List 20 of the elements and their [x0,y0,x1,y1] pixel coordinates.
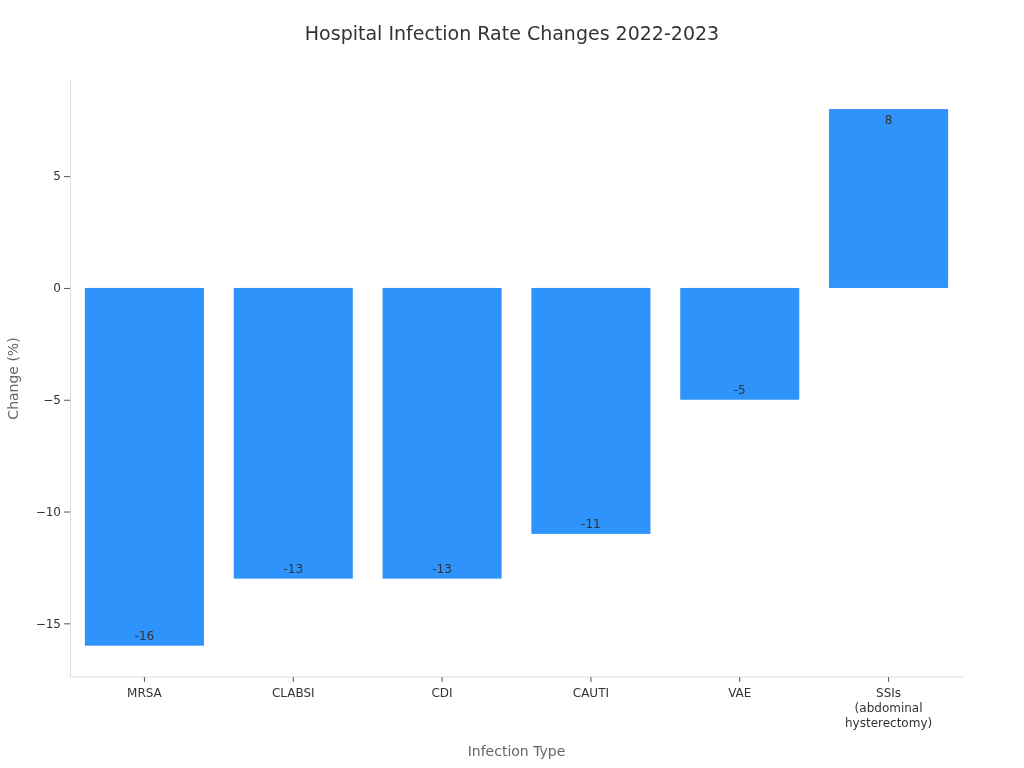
y-tick-label: −10 [35,504,61,519]
x-tick-label: SSIs (abdominal hysterectomy) [844,686,933,730]
y-tick-label: 5 [53,169,61,184]
y-axis-title: Change (%) [5,337,21,420]
x-tick-label: CDI [431,686,453,700]
x-axis-title: Infection Type [467,743,566,759]
y-tick-label: 0 [53,281,61,296]
y-tick-label: −15 [35,616,61,631]
x-tick-label: CLABSI [271,686,315,700]
x-tick-label: VAE [728,686,752,700]
data-label: -11 [581,516,601,531]
x-tick-label: MRSA [127,686,163,700]
data-label: -13 [283,561,304,576]
chart-title: Hospital Infection Rate Changes 2022-2023 [304,22,720,44]
data-label: 8 [884,113,893,128]
data-label: -5 [733,382,746,397]
data-label: -13 [432,561,452,576]
data-label: -16 [134,628,155,643]
x-tick-label: CAUTI [572,686,610,700]
y-tick-label: −5 [43,393,61,408]
